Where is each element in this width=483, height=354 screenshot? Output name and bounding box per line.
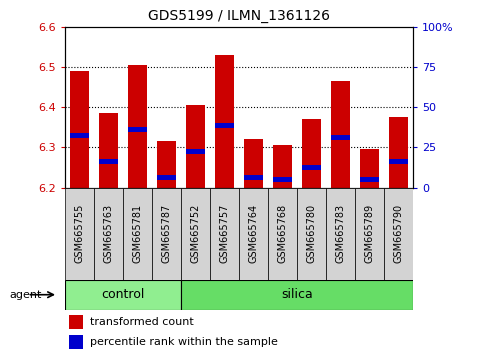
Text: control: control	[101, 288, 145, 301]
Bar	[331, 135, 350, 140]
Bar	[389, 117, 408, 188]
Bar	[181, 188, 210, 280]
Text: GSM665787: GSM665787	[162, 204, 171, 263]
Bar	[244, 175, 263, 180]
Bar	[186, 149, 205, 154]
Text: GSM665783: GSM665783	[336, 204, 345, 263]
Bar	[273, 145, 292, 188]
Title: GDS5199 / ILMN_1361126: GDS5199 / ILMN_1361126	[148, 9, 330, 23]
Bar	[186, 105, 205, 188]
Text: GSM665789: GSM665789	[365, 204, 374, 263]
Bar	[69, 335, 83, 348]
Text: GSM665781: GSM665781	[133, 204, 142, 263]
Bar	[268, 188, 297, 280]
Bar	[389, 159, 408, 164]
Text: GSM665763: GSM665763	[104, 204, 114, 263]
Bar	[94, 188, 123, 280]
Bar	[99, 113, 118, 188]
Bar	[331, 81, 350, 188]
Bar	[215, 123, 234, 128]
Text: agent: agent	[10, 290, 42, 300]
Bar	[123, 188, 152, 280]
Text: GSM665790: GSM665790	[394, 204, 403, 263]
Text: percentile rank within the sample: percentile rank within the sample	[89, 337, 277, 347]
Bar	[65, 188, 94, 280]
Bar	[302, 119, 321, 188]
Bar	[157, 141, 176, 188]
Text: GSM665764: GSM665764	[249, 204, 258, 263]
Text: GSM665752: GSM665752	[191, 204, 200, 263]
Bar	[99, 159, 118, 164]
Bar	[128, 65, 147, 188]
Text: GSM665780: GSM665780	[307, 204, 316, 263]
Text: GSM665768: GSM665768	[278, 204, 287, 263]
Bar	[326, 188, 355, 280]
Bar	[157, 175, 176, 180]
Bar	[239, 188, 268, 280]
Bar	[71, 71, 89, 188]
Bar	[71, 133, 89, 138]
Bar	[297, 188, 326, 280]
Bar	[69, 315, 83, 329]
Bar	[128, 127, 147, 132]
Text: silica: silica	[281, 288, 313, 301]
Text: transformed count: transformed count	[89, 318, 193, 327]
Bar	[181, 280, 413, 310]
Text: GSM665757: GSM665757	[220, 204, 229, 263]
Bar	[302, 165, 321, 170]
Bar	[384, 188, 413, 280]
Bar	[360, 149, 379, 188]
Bar	[244, 139, 263, 188]
Bar	[360, 177, 379, 182]
Bar	[65, 280, 181, 310]
Bar	[355, 188, 384, 280]
Text: GSM665755: GSM665755	[75, 204, 85, 263]
Bar	[152, 188, 181, 280]
Bar	[210, 188, 239, 280]
Bar	[215, 55, 234, 188]
Bar	[273, 177, 292, 182]
